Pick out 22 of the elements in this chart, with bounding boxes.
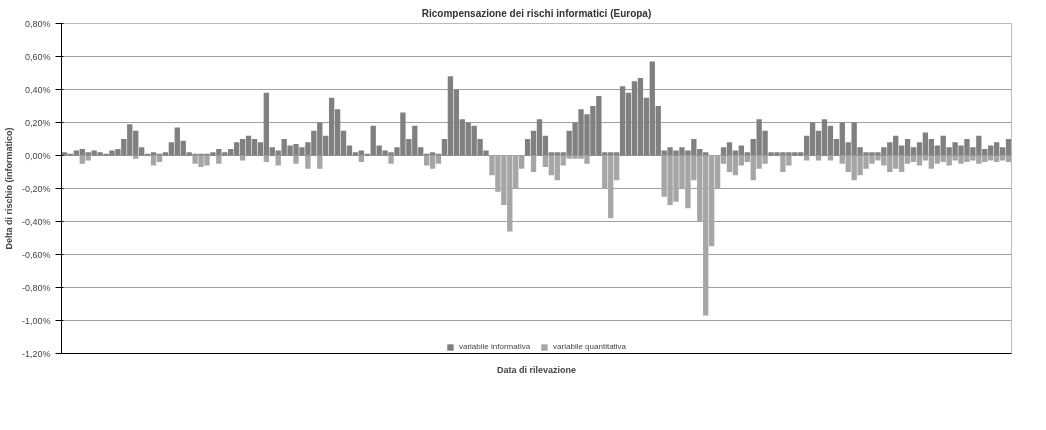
y-tick-label: 0,60% [24,51,51,62]
legend-label: variabile informativa [458,342,531,351]
bar [216,155,222,164]
bar [305,155,311,169]
bar [293,155,299,164]
x-axis-title: Data di rilevazione [496,364,577,375]
y-tick-label: -0,60% [21,249,51,260]
y-tick-label: 0,40% [24,84,51,95]
y-tick-label: -1,20% [21,348,51,359]
legend-label: variabile quantitativa [553,342,627,351]
y-tick-label: -0,80% [21,282,51,293]
y-tick-label: -0,40% [21,216,51,227]
bar [317,155,323,169]
y-tick-label: -1,00% [21,315,51,326]
chart-title: Ricompensazione dei rischi informatici (Europa) [421,7,652,19]
y-tick-label: -0,20% [21,183,51,194]
y-tick-label: 0,20% [24,117,51,128]
bar [530,155,537,172]
y-tick-label: 0,80% [24,18,51,29]
bar [388,155,394,164]
y-tick-label: 0,00% [24,150,51,161]
y-axis-title: Delta di rischio (informatico) [3,127,14,250]
